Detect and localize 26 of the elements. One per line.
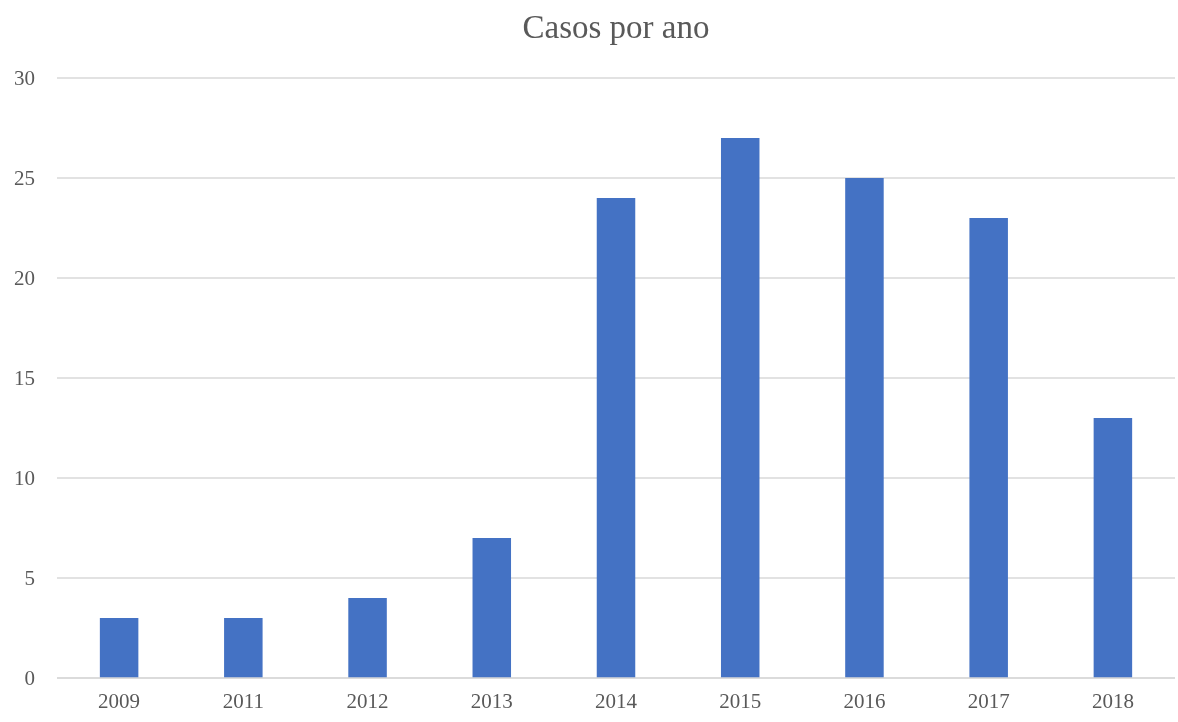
chart-title: Casos por ano xyxy=(522,9,710,45)
bar xyxy=(472,538,512,678)
x-tick-label: 2009 xyxy=(98,689,141,713)
y-tick-label: 20 xyxy=(14,266,35,291)
bar xyxy=(969,218,1008,678)
y-tick-label: 15 xyxy=(14,366,35,391)
y-tick-label: 10 xyxy=(14,466,35,491)
x-tick-label: 2012 xyxy=(346,689,389,713)
bar xyxy=(348,598,387,678)
bar xyxy=(720,138,760,678)
y-tick-label: 30 xyxy=(14,66,35,91)
x-tick-label: 2011 xyxy=(222,689,264,713)
bar xyxy=(1093,418,1133,678)
y-tick-label: 25 xyxy=(14,166,35,191)
bar xyxy=(596,198,636,678)
bar xyxy=(224,618,263,678)
x-tick-label: 2018 xyxy=(1091,689,1134,713)
bar xyxy=(99,618,139,678)
x-tick-label: 2017 xyxy=(967,689,1010,713)
x-tick-label: 2016 xyxy=(843,689,886,713)
y-tick-label: 5 xyxy=(24,566,35,591)
x-tick-label: 2013 xyxy=(470,689,513,713)
x-tick-label: 2014 xyxy=(595,689,638,713)
x-tick-label: 2015 xyxy=(719,689,762,713)
y-tick-label: 0 xyxy=(24,666,35,691)
bar xyxy=(845,178,884,678)
